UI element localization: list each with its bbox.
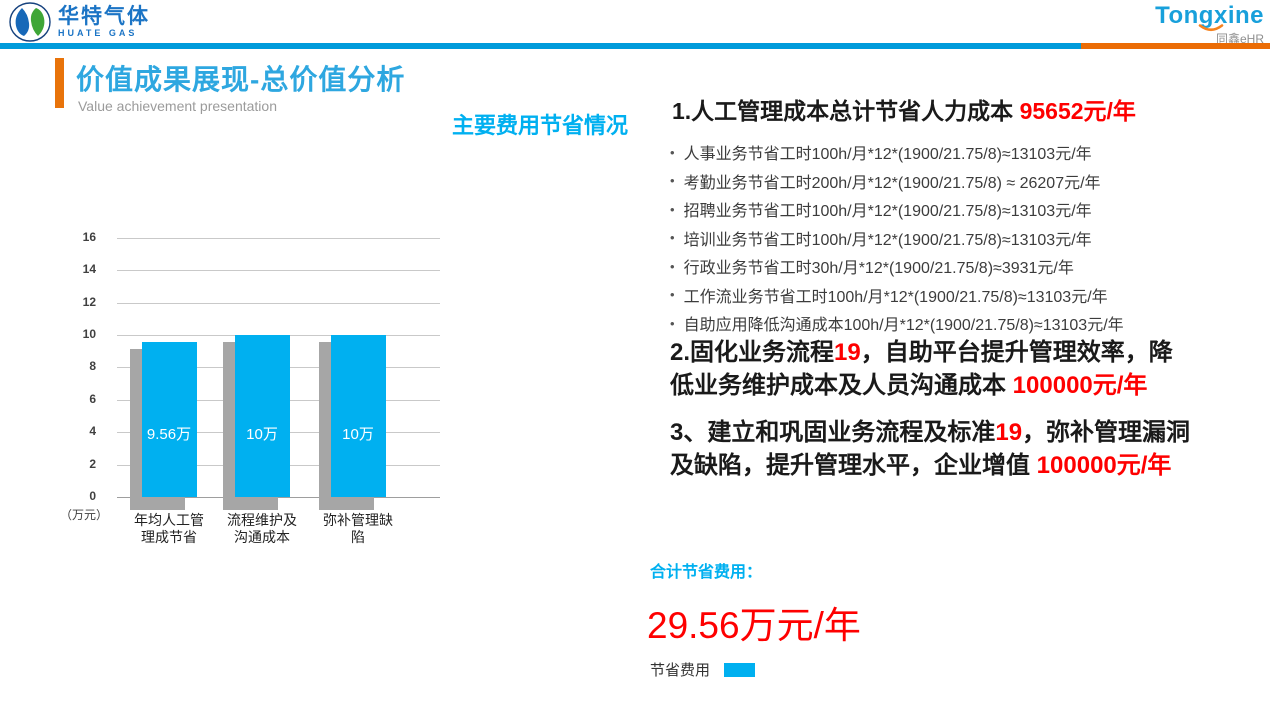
bullet-icon: • [670,144,675,160]
highlight-red-text: 19 [995,419,1023,446]
bullet-text: 行政业务节省工时30h/月*12*(1900/21.75/8)≈3931元/年 [683,260,1074,278]
section2-title: 2.固化业务流程19，自助平台提升管理效率，降 低业务维护成本及人员沟通成本 10… [670,336,1270,402]
title-accent-bar [55,58,64,108]
bullet-icon: • [670,315,675,331]
tongxine-subtitle: 同鑫eHR [1215,32,1264,46]
bullet-item: • 招聘业务节省工时100h/月*12*(1900/21.75/8)≈13103… [670,195,1270,224]
chart-title: 主要费用节省情况 [452,113,629,138]
y-axis-tick: 4 [89,424,96,439]
category-label-line: 陷 [351,529,365,545]
brand-left-text: 华特气体 HUATE GAS [58,4,150,39]
y-axis-unit-label: （万元） [60,508,109,522]
bar-节省费用-0 [141,342,197,497]
page-subtitle: Value achievement presentation [78,98,277,114]
category-label: 流程维护及 沟通成本 [197,512,327,546]
gridline [117,237,440,239]
body-text: 低业务维护成本及人员沟通成本 [670,372,1013,399]
bullet-text: 招聘业务节省工时100h/月*12*(1900/21.75/8)≈13103元/… [683,203,1092,221]
header-band-blue [0,43,1081,49]
huate-gas-logo: 华特气体 HUATE GAS [8,1,150,43]
bar-chart: 0 2 4 6 8 10 12 14 16 （万元） 9.56万年均人工管 理成节省 10万流程维护及沟… [60,218,460,563]
header-band-orange [1081,43,1270,49]
category-label-line: 弥补管理缺 [323,512,393,528]
body-text: ，弥补管理漏洞 [1022,419,1191,446]
y-axis-tick: 6 [89,391,96,406]
bar-节省费用-1 [234,335,290,497]
bullet-icon: • [670,258,675,274]
tongxine-wordmark: Tongxine [1155,2,1264,29]
tongxine-logo: Tongxine 同鑫eHR [1155,4,1264,47]
section3-title: 3、建立和巩固业务流程及标准19，弥补管理漏洞 及缺陷，提升管理水平，企业增值 1… [670,416,1270,482]
category-label-line: 流程维护及 [227,512,297,528]
highlight-red-text: 95652元/年 [1019,98,1136,124]
y-axis-tick: 0 [89,489,96,503]
bullet-text: 考勤业务节省工时200h/月*12*(1900/21.75/8) ≈ 26207… [683,174,1101,192]
gridline [117,497,440,498]
body-text: 及缺陷，提升管理水平，企业增值 [670,452,1037,479]
bar-value-label: 9.56万 [146,426,192,443]
bullet-text: 自助应用降低沟通成本100h/月*12*(1900/21.75/8)≈13103… [683,317,1124,335]
y-axis-tick: 8 [89,359,96,374]
bar-value-label: 10万 [342,426,374,443]
text-line: 1.人工管理成本总计节省人力成本 95652元/年 [672,96,1270,126]
gridline [117,302,440,304]
category-label: 弥补管理缺陷 [293,512,423,546]
highlight-red-text: 100000元/年 [1012,372,1148,399]
bullet-item: • 自助应用降低沟通成本100h/月*12*(1900/21.75/8)≈131… [670,309,1270,338]
body-text: 3、建立和巩固业务流程及标准 [670,419,996,446]
y-axis-tick: 2 [89,456,96,471]
bullet-icon: • [670,173,675,189]
category-label-line: 年均人工管 [134,512,204,528]
chart-legend: 节省费用 [650,659,756,680]
y-axis-tick: 10 [82,327,96,341]
highlight-red-text: 100000元/年 [1036,452,1172,479]
huate-gas-logo-icon [9,2,51,42]
text-line: 3、建立和巩固业务流程及标准19，弥补管理漏洞 [670,416,1270,449]
legend-swatch [724,662,756,677]
smile-icon [1198,24,1224,32]
text-line: 低业务维护成本及人员沟通成本 100000元/年 [670,369,1270,402]
total-savings-value: 29.56万元/年 [647,605,861,646]
gridline [117,270,440,272]
brand-name-en: HUATE GAS [58,27,138,38]
text-line: 及缺陷，提升管理水平，企业增值 100000元/年 [670,449,1270,482]
bullet-text: 培训业务节省工时100h/月*12*(1900/21.75/8)≈13103元/… [683,231,1092,249]
total-savings-label: 合计节省费用： [650,564,763,581]
legend-label: 节省费用 [650,662,711,679]
text-line: 2.固化业务流程19，自助平台提升管理效率，降 [670,336,1270,369]
bullet-icon: • [670,201,675,217]
brand-name-cn: 华特气体 [58,4,150,28]
bar-节省费用-2 [330,335,386,497]
category-label-line: 理成节省 [141,529,197,545]
y-axis-tick: 14 [82,262,96,277]
bullet-text: 工作流业务节省工时100h/月*12*(1900/21.75/8)≈13103元… [683,288,1108,306]
bullet-item: • 人事业务节省工时100h/月*12*(1900/21.75/8)≈13103… [670,138,1270,167]
y-axis-tick: 16 [82,229,96,244]
y-axis-tick: 12 [82,294,96,309]
bullet-item: • 工作流业务节省工时100h/月*12*(1900/21.75/8)≈1310… [670,281,1270,310]
body-text: 2.固化业务流程 [670,339,835,366]
bullet-item: • 考勤业务节省工时200h/月*12*(1900/21.75/8) ≈ 262… [670,167,1270,196]
bullet-item: • 行政业务节省工时30h/月*12*(1900/21.75/8)≈3931元/… [670,252,1270,281]
section1-title: 1.人工管理成本总计节省人力成本 95652元/年 [672,96,1270,126]
category-label-line: 沟通成本 [234,529,290,545]
bullet-item: • 培训业务节省工时100h/月*12*(1900/21.75/8)≈13103… [670,224,1270,253]
category-label: 年均人工管 理成节省 [104,512,234,546]
page-title: 价值成果展现-总价值分析 [76,64,406,95]
section1-bullets: • 人事业务节省工时100h/月*12*(1900/21.75/8)≈13103… [670,138,1270,338]
bullet-text: 人事业务节省工时100h/月*12*(1900/21.75/8)≈13103元/… [683,146,1092,164]
bullet-icon: • [670,287,675,303]
bar-value-label: 10万 [246,426,278,443]
highlight-red-text: 19 [834,339,861,366]
bullet-icon: • [670,230,675,246]
body-text: 1.人工管理成本总计节省人力成本 [672,98,1020,124]
body-text: ，自助平台提升管理效率，降 [860,339,1173,366]
